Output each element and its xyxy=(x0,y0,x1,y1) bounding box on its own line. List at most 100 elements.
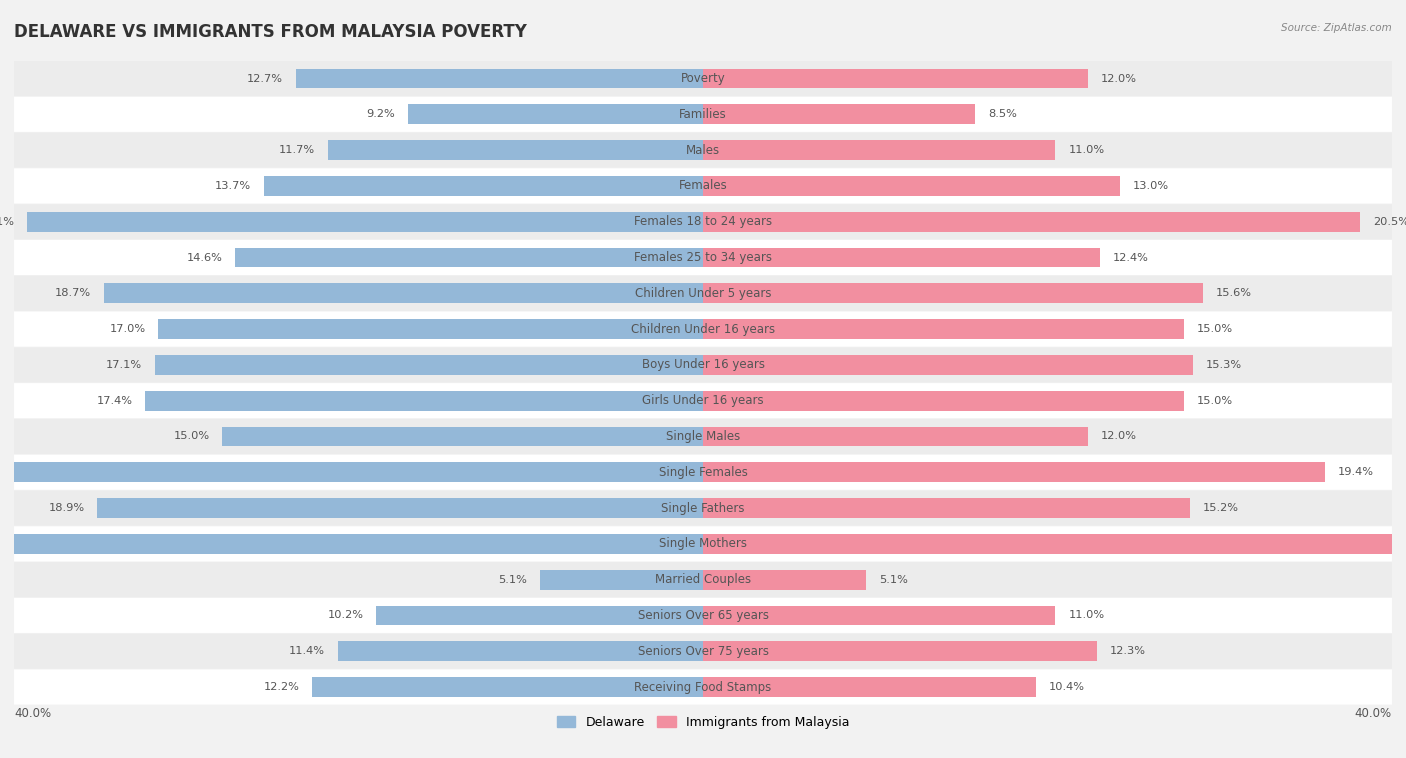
Text: 10.2%: 10.2% xyxy=(328,610,363,621)
Bar xyxy=(97,498,703,518)
Text: 11.0%: 11.0% xyxy=(1069,145,1105,155)
Text: Females 25 to 34 years: Females 25 to 34 years xyxy=(634,251,772,264)
Legend: Delaware, Immigrants from Malaysia: Delaware, Immigrants from Malaysia xyxy=(551,711,855,735)
Bar xyxy=(703,570,866,590)
Bar xyxy=(703,140,1056,160)
Bar xyxy=(0,462,703,482)
FancyBboxPatch shape xyxy=(14,455,1392,490)
Text: 15.6%: 15.6% xyxy=(1216,288,1251,299)
Text: 17.0%: 17.0% xyxy=(110,324,145,334)
Bar xyxy=(703,283,1204,303)
Text: 20.5%: 20.5% xyxy=(1372,217,1406,227)
Bar xyxy=(703,498,1189,518)
Bar xyxy=(408,105,703,124)
FancyBboxPatch shape xyxy=(14,598,1392,633)
Bar xyxy=(297,69,703,89)
Text: Married Couples: Married Couples xyxy=(655,573,751,586)
FancyBboxPatch shape xyxy=(14,634,1392,669)
Bar xyxy=(703,319,1184,339)
Text: 12.4%: 12.4% xyxy=(1114,252,1149,262)
Bar xyxy=(337,641,703,661)
Text: Poverty: Poverty xyxy=(681,72,725,85)
Bar xyxy=(703,248,1101,268)
Text: Children Under 5 years: Children Under 5 years xyxy=(634,287,772,300)
Text: 10.4%: 10.4% xyxy=(1049,682,1085,692)
Bar xyxy=(703,534,1406,553)
Bar xyxy=(155,355,703,374)
Bar xyxy=(703,641,1097,661)
FancyBboxPatch shape xyxy=(14,97,1392,132)
Text: 11.0%: 11.0% xyxy=(1069,610,1105,621)
Bar xyxy=(703,427,1087,446)
Text: 9.2%: 9.2% xyxy=(367,109,395,119)
FancyBboxPatch shape xyxy=(14,61,1392,96)
Text: 15.3%: 15.3% xyxy=(1206,360,1243,370)
Bar xyxy=(703,391,1184,411)
Bar xyxy=(703,355,1194,374)
Text: Single Fathers: Single Fathers xyxy=(661,502,745,515)
Text: 5.1%: 5.1% xyxy=(879,575,908,584)
Bar xyxy=(540,570,703,590)
Text: Families: Families xyxy=(679,108,727,121)
Text: Single Males: Single Males xyxy=(666,430,740,443)
Text: Males: Males xyxy=(686,143,720,157)
FancyBboxPatch shape xyxy=(14,276,1392,311)
Text: Females 18 to 24 years: Females 18 to 24 years xyxy=(634,215,772,228)
Bar xyxy=(703,677,1036,697)
Text: 18.9%: 18.9% xyxy=(48,503,84,513)
Text: Girls Under 16 years: Girls Under 16 years xyxy=(643,394,763,407)
Bar xyxy=(222,427,703,446)
Bar xyxy=(377,606,703,625)
Text: 15.0%: 15.0% xyxy=(1197,324,1233,334)
FancyBboxPatch shape xyxy=(14,312,1392,346)
Text: 12.3%: 12.3% xyxy=(1109,647,1146,656)
Text: Seniors Over 65 years: Seniors Over 65 years xyxy=(637,609,769,622)
Text: 17.4%: 17.4% xyxy=(97,396,132,406)
Bar xyxy=(312,677,703,697)
FancyBboxPatch shape xyxy=(14,133,1392,168)
FancyBboxPatch shape xyxy=(14,669,1392,705)
Text: Females: Females xyxy=(679,180,727,193)
Bar xyxy=(703,606,1056,625)
Text: 19.4%: 19.4% xyxy=(1337,467,1374,478)
Bar xyxy=(235,248,703,268)
Text: Single Females: Single Females xyxy=(658,465,748,479)
Bar xyxy=(159,319,703,339)
Text: 14.6%: 14.6% xyxy=(187,252,222,262)
Bar xyxy=(703,212,1360,231)
FancyBboxPatch shape xyxy=(14,204,1392,240)
Bar xyxy=(145,391,703,411)
FancyBboxPatch shape xyxy=(14,526,1392,562)
FancyBboxPatch shape xyxy=(14,419,1392,454)
FancyBboxPatch shape xyxy=(14,490,1392,525)
Text: 13.0%: 13.0% xyxy=(1132,181,1168,191)
Text: Source: ZipAtlas.com: Source: ZipAtlas.com xyxy=(1281,23,1392,33)
Text: 15.0%: 15.0% xyxy=(173,431,209,441)
Text: Receiving Food Stamps: Receiving Food Stamps xyxy=(634,681,772,694)
Text: Seniors Over 75 years: Seniors Over 75 years xyxy=(637,645,769,658)
Text: 17.1%: 17.1% xyxy=(105,360,142,370)
FancyBboxPatch shape xyxy=(14,562,1392,597)
FancyBboxPatch shape xyxy=(14,383,1392,418)
Text: 12.2%: 12.2% xyxy=(263,682,299,692)
Text: 40.0%: 40.0% xyxy=(1355,706,1392,720)
Text: 40.0%: 40.0% xyxy=(14,706,51,720)
Bar xyxy=(27,212,703,231)
FancyBboxPatch shape xyxy=(14,347,1392,383)
Text: 15.0%: 15.0% xyxy=(1197,396,1233,406)
Text: 21.1%: 21.1% xyxy=(0,217,14,227)
Text: DELAWARE VS IMMIGRANTS FROM MALAYSIA POVERTY: DELAWARE VS IMMIGRANTS FROM MALAYSIA POV… xyxy=(14,23,527,41)
Bar xyxy=(264,176,703,196)
Text: 11.4%: 11.4% xyxy=(288,647,325,656)
FancyBboxPatch shape xyxy=(14,168,1392,203)
Text: Children Under 16 years: Children Under 16 years xyxy=(631,323,775,336)
Text: 8.5%: 8.5% xyxy=(988,109,1017,119)
Text: 13.7%: 13.7% xyxy=(215,181,252,191)
Bar xyxy=(703,176,1119,196)
Bar xyxy=(703,462,1324,482)
Text: 18.7%: 18.7% xyxy=(55,288,91,299)
Bar xyxy=(0,534,703,553)
Bar xyxy=(703,69,1087,89)
Text: 12.7%: 12.7% xyxy=(247,74,283,83)
Text: Single Mothers: Single Mothers xyxy=(659,537,747,550)
